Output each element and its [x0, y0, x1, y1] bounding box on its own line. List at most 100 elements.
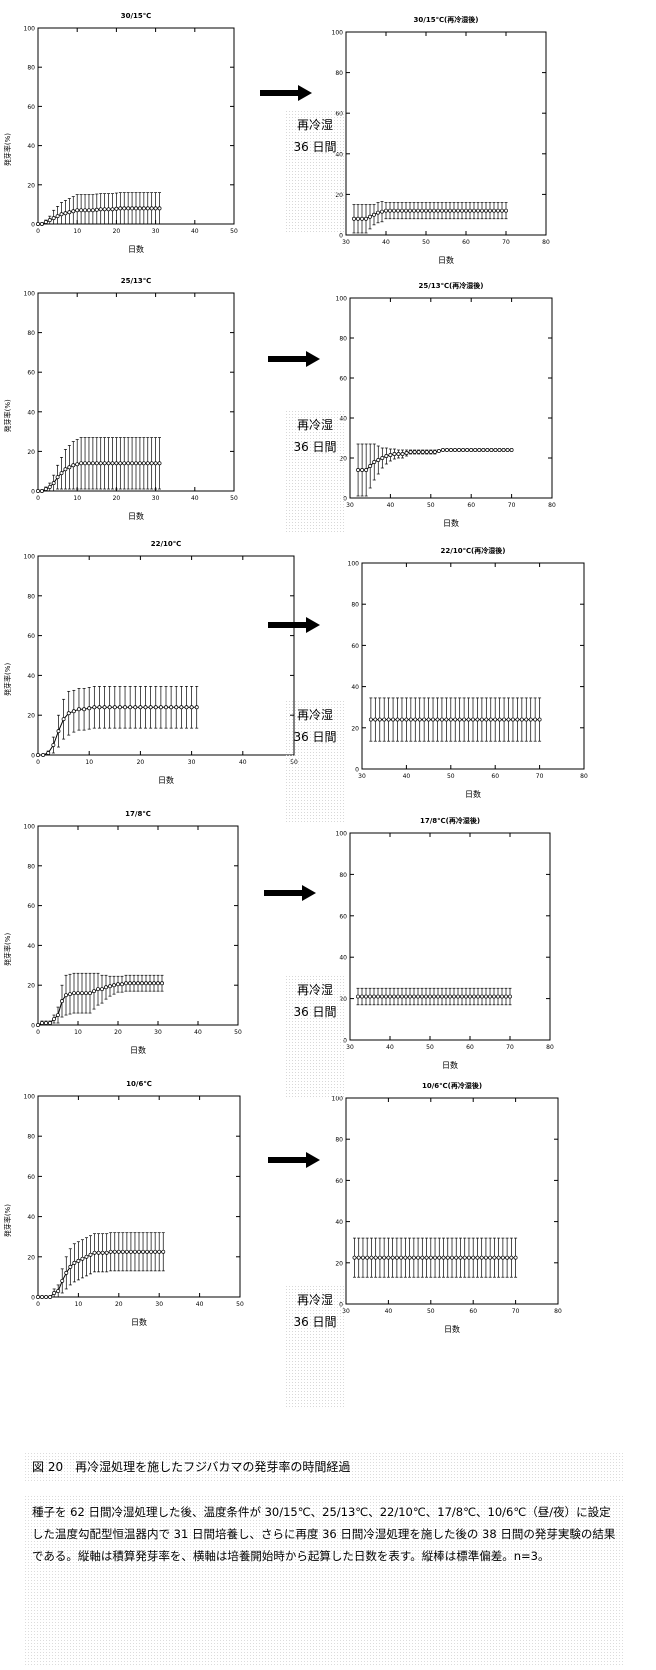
- x-tick-label: 40: [191, 495, 199, 502]
- data-point: [136, 981, 140, 986]
- data-point: [64, 1270, 69, 1275]
- plot-frame: [37, 825, 239, 1026]
- data-point: [461, 448, 466, 452]
- data-point: [98, 207, 103, 212]
- chart-title: 10/6℃(再冷湿後): [422, 1081, 482, 1090]
- data-point: [376, 458, 381, 462]
- y-tick-label: 60: [335, 1178, 343, 1185]
- x-tick-label: 10: [73, 495, 81, 502]
- data-point: [102, 705, 107, 710]
- y-tick-label: 0: [31, 1295, 35, 1302]
- y-tick-label: 100: [24, 554, 36, 561]
- data-point: [440, 448, 445, 452]
- data-point: [417, 717, 422, 722]
- data-point: [152, 981, 156, 986]
- data-point: [456, 208, 460, 213]
- chart-title: 10/6℃: [126, 1080, 152, 1088]
- data-point: [71, 209, 76, 214]
- data-point: [528, 717, 533, 722]
- data-point: [55, 214, 60, 219]
- data-point: [488, 1255, 493, 1260]
- data-point: [87, 706, 92, 711]
- data-point: [422, 717, 427, 722]
- x-tick-label: 50: [422, 239, 430, 246]
- data-point: [132, 981, 136, 986]
- x-tick-label: 30: [152, 495, 160, 502]
- data-point: [110, 207, 115, 212]
- data-point: [117, 705, 122, 710]
- data-point: [373, 717, 378, 722]
- y-tick-label: 40: [351, 684, 359, 691]
- x-tick-label: 40: [403, 773, 411, 780]
- figure-caption: 図 20 再冷湿処理を施したフジバカマの発芽率の時間経過: [24, 1452, 624, 1481]
- data-point: [108, 984, 112, 989]
- data-point: [51, 743, 56, 748]
- data-point: [128, 705, 133, 710]
- x-tick-label: 30: [155, 1301, 163, 1308]
- y-axis-label: 発芽率(%): [3, 663, 12, 696]
- data-point: [472, 208, 476, 213]
- data-point: [97, 705, 102, 710]
- x-axis-label: 日数: [130, 1045, 146, 1055]
- data-point: [356, 468, 361, 472]
- x-tick-label: 30: [346, 1044, 354, 1051]
- x-axis-label: 日数: [465, 789, 481, 799]
- x-tick-label: 30: [342, 239, 350, 246]
- data-point: [391, 717, 396, 722]
- data-point: [399, 1255, 404, 1260]
- y-tick-label: 100: [336, 831, 348, 838]
- data-point: [130, 206, 135, 211]
- data-point: [497, 717, 502, 722]
- data-point: [424, 450, 429, 454]
- data-point: [436, 449, 441, 453]
- data-point: [511, 717, 515, 722]
- data-point: [148, 981, 152, 986]
- arrow-text-line2: 36 日間: [293, 1005, 337, 1019]
- data-point: [519, 717, 524, 722]
- data-point: [141, 206, 146, 211]
- data-point: [98, 461, 103, 466]
- data-point: [47, 218, 52, 223]
- x-axis-label: 日数: [128, 511, 144, 521]
- data-point: [90, 208, 95, 213]
- data-point: [41, 753, 46, 757]
- data-point: [508, 994, 512, 999]
- x-tick-label: 70: [512, 1308, 520, 1315]
- x-tick-label: 50: [236, 1301, 244, 1308]
- x-tick-label: 50: [230, 228, 238, 235]
- data-point: [149, 461, 154, 466]
- x-tick-label: 10: [73, 228, 81, 235]
- data-point: [454, 1255, 459, 1260]
- data-point: [52, 1017, 56, 1021]
- y-tick-label: 100: [24, 824, 36, 831]
- data-point: [471, 1255, 476, 1260]
- plot-frame: [361, 562, 585, 770]
- data-point: [403, 1255, 408, 1260]
- data-point: [92, 1250, 97, 1255]
- data-point: [372, 212, 376, 217]
- right-arrow-icon: [268, 617, 320, 633]
- data-point: [513, 1255, 518, 1260]
- data-point: [445, 448, 449, 452]
- chart-8: 02040608010030405060708017/8℃(再冷湿後)日数: [336, 816, 554, 1070]
- chart-2: 02040608010030405060708030/15℃(再冷湿後)日数: [332, 15, 550, 265]
- x-tick-label: 40: [382, 239, 390, 246]
- chart-title: 30/15℃(再冷湿後): [414, 15, 479, 24]
- arrow-text-line2: 36 日間: [293, 1315, 337, 1329]
- x-tick-label: 0: [36, 495, 40, 502]
- data-point: [388, 994, 392, 999]
- data-point: [396, 452, 401, 456]
- data-point: [488, 717, 493, 722]
- y-tick-label: 0: [343, 1038, 347, 1045]
- data-point: [352, 216, 356, 221]
- y-tick-label: 40: [27, 143, 35, 150]
- data-point: [424, 1255, 429, 1260]
- y-tick-label: 60: [339, 376, 347, 383]
- data-point: [40, 1021, 44, 1025]
- data-point: [94, 207, 99, 212]
- data-point: [396, 994, 400, 999]
- data-point: [368, 717, 373, 722]
- data-point: [416, 1255, 421, 1260]
- x-tick-label: 30: [342, 1308, 350, 1315]
- data-point: [56, 729, 61, 734]
